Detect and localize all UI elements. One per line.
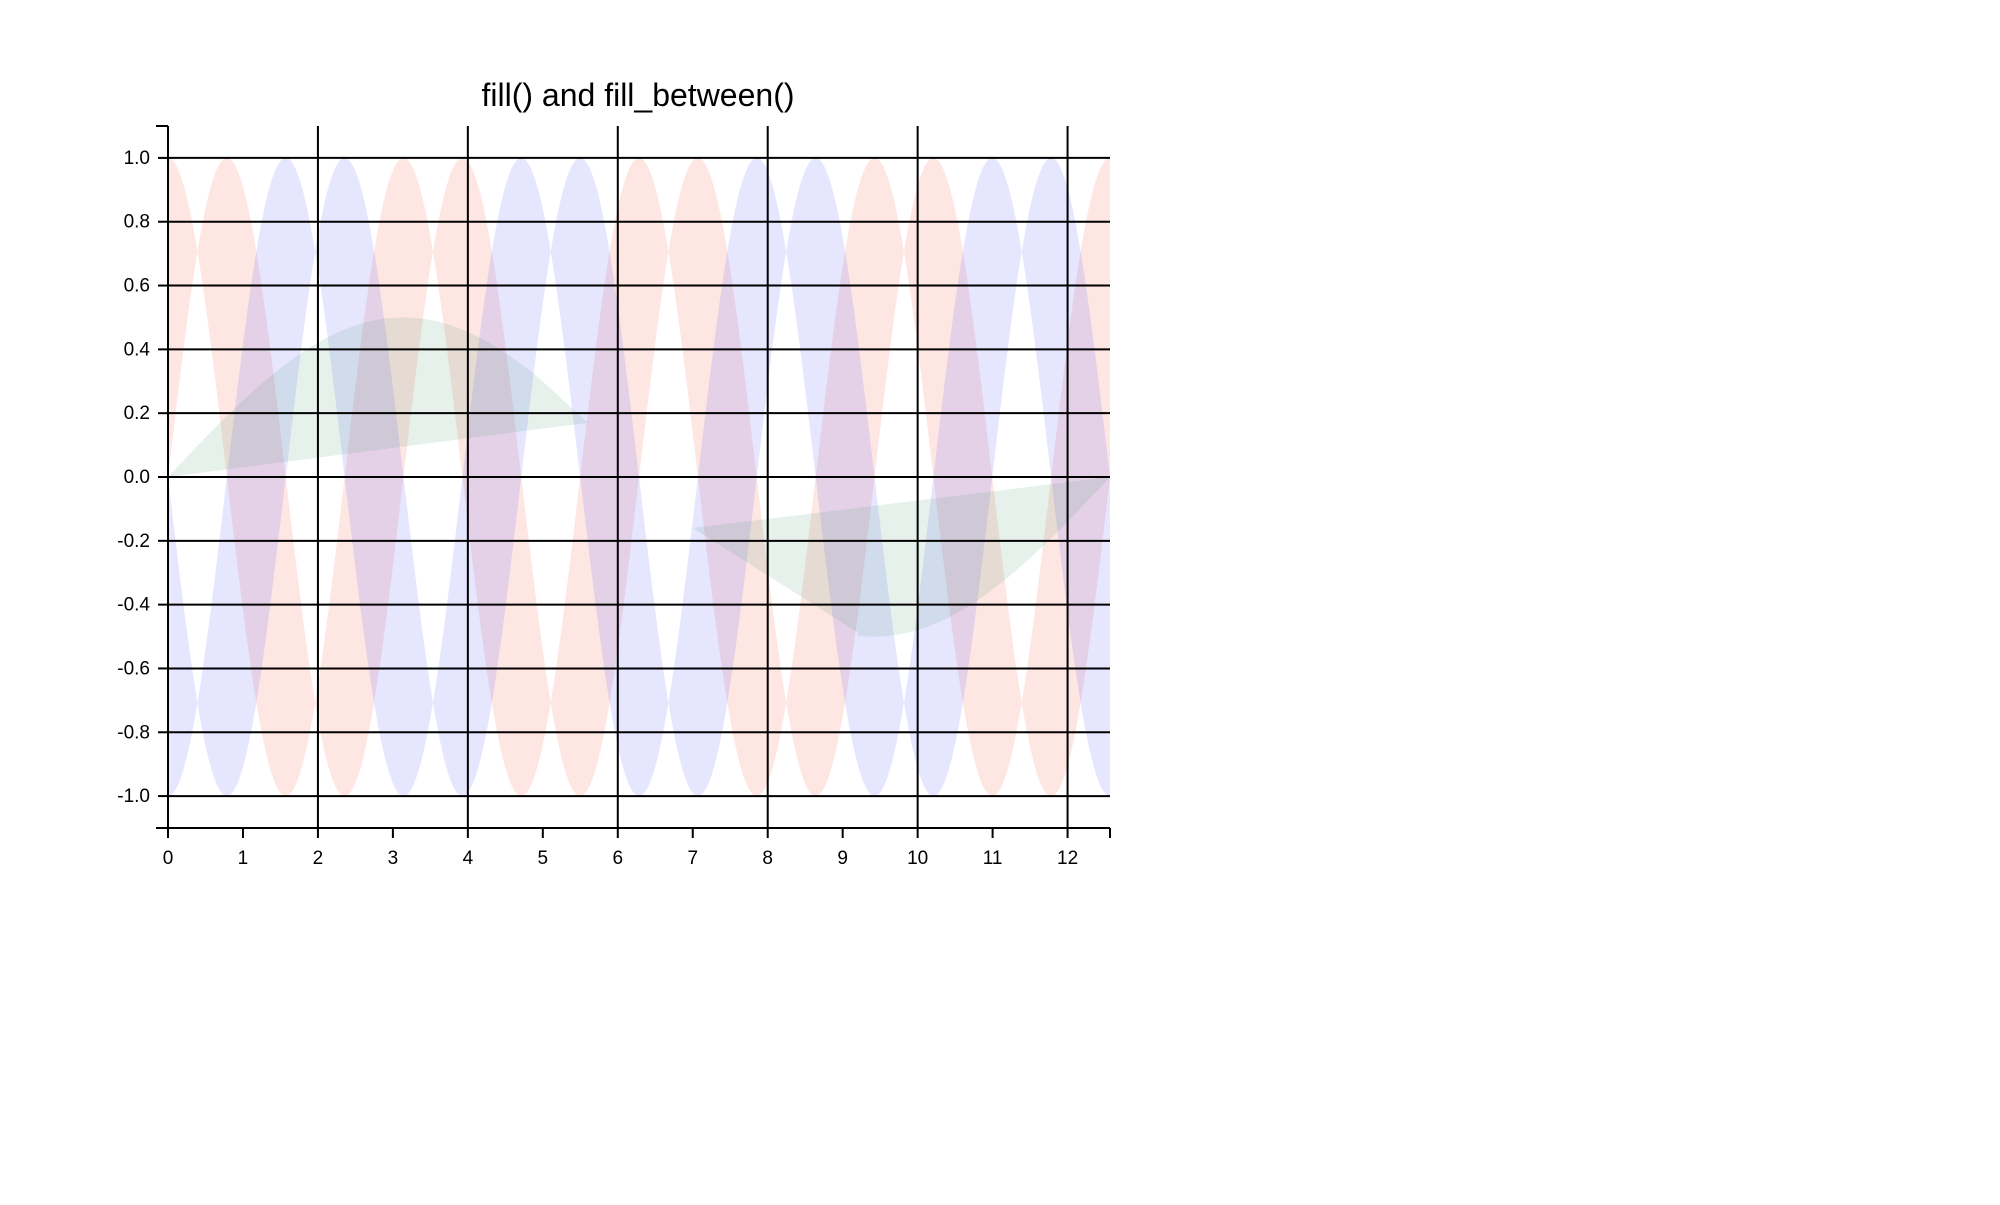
x-tick-label: 9 bbox=[837, 848, 848, 869]
x-tick-label: 11 bbox=[983, 848, 1003, 869]
x-tick-label: 6 bbox=[612, 848, 623, 869]
y-tick-label: 0.8 bbox=[124, 212, 150, 233]
x-tick-label: 10 bbox=[907, 848, 928, 869]
grid-layer bbox=[168, 126, 1110, 828]
axes-layer: 1.0 0.8 0.6 0.4 0.2 0.0 -0.2 -0.4 -0.6 -0.8 -1.0 0 1… bbox=[117, 125, 1111, 869]
chart-title: fill() and fill_between() bbox=[481, 77, 794, 113]
y-tick-label: -0.4 bbox=[117, 595, 150, 616]
x-tick-label: 1 bbox=[238, 848, 249, 869]
y-tick-label: -0.6 bbox=[117, 658, 150, 679]
y-tick-label: -1.0 bbox=[117, 786, 150, 807]
series-lobe-lower bbox=[692, 477, 1110, 637]
y-tick-label: 0.0 bbox=[124, 467, 150, 488]
x-tick-label: 5 bbox=[538, 848, 549, 869]
x-tick-label: 7 bbox=[687, 848, 698, 869]
y-tick-label: 0.2 bbox=[124, 403, 150, 424]
y-tick-label: 0.6 bbox=[124, 276, 150, 297]
x-tick-label: 12 bbox=[1057, 848, 1078, 869]
x-tick-label: 0 bbox=[163, 848, 174, 869]
y-tick-label: -0.8 bbox=[117, 722, 150, 743]
series-lobe-upper bbox=[168, 317, 588, 477]
y-tick-label: -0.2 bbox=[117, 531, 150, 552]
x-tick-label: 2 bbox=[313, 848, 324, 869]
x-tick-label: 8 bbox=[762, 848, 773, 869]
x-tick-label: 4 bbox=[463, 848, 474, 869]
y-tick-label: 0.4 bbox=[124, 339, 151, 360]
y-tick-label: 1.0 bbox=[124, 148, 150, 169]
x-tick-label: 3 bbox=[388, 848, 399, 869]
